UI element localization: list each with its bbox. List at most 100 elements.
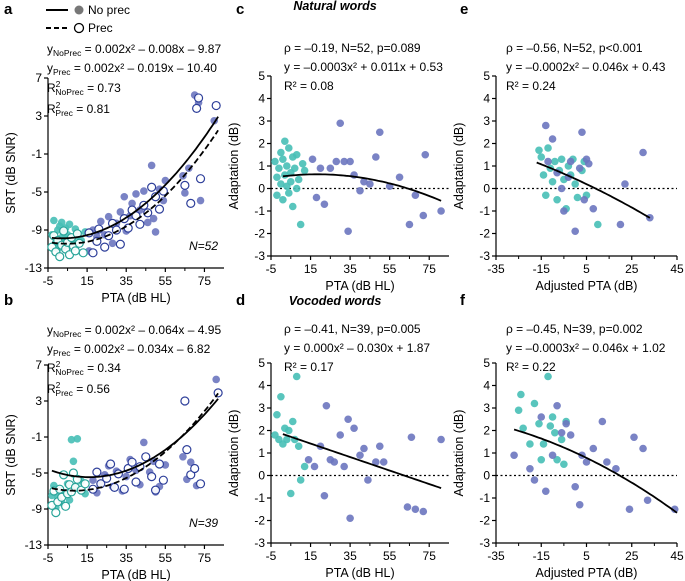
x-tick-label: 25: [625, 262, 639, 276]
data-point: [553, 195, 561, 204]
data-point: [132, 190, 140, 198]
data-point: [149, 214, 158, 223]
data-point-open: [158, 475, 168, 485]
data-point: [571, 227, 579, 236]
data-point: [366, 180, 374, 188]
data-point: [670, 505, 679, 514]
data-point-open: [131, 477, 141, 487]
data-point-open: [119, 484, 129, 494]
data-point: [140, 187, 148, 195]
data-point-open: [135, 219, 145, 229]
data-point-open: [190, 463, 200, 474]
panel-d-r2: R² = 0.17: [284, 360, 334, 374]
y-tick-label: 3: [258, 401, 265, 415]
y-tick-label: -2: [254, 514, 265, 528]
legend-prec-marker: [73, 22, 85, 34]
data-point: [286, 489, 295, 498]
data-point: [598, 417, 607, 426]
y-tick-label: 5: [258, 356, 265, 370]
data-point-open: [147, 472, 157, 482]
x-tick-label: 55: [383, 549, 397, 563]
x-tick-label: 45: [670, 549, 684, 563]
data-point: [344, 415, 352, 424]
data-point: [108, 239, 117, 248]
data-point: [537, 153, 546, 161]
data-point: [151, 228, 160, 236]
fit-curve: [51, 116, 219, 240]
data-point: [292, 150, 301, 159]
x-axis-label: PTA (dB HL): [101, 568, 170, 581]
data-point: [375, 128, 384, 137]
data-point-open: [211, 100, 221, 111]
data-point: [379, 458, 388, 466]
x-tick-label: 55: [159, 551, 173, 565]
data-point: [271, 157, 279, 166]
data-point: [288, 417, 297, 426]
data-point: [336, 431, 345, 439]
data-point: [643, 496, 652, 505]
y-tick-label: -1: [254, 204, 265, 218]
x-tick-label: 5: [583, 549, 590, 563]
y-tick-label: -2: [479, 227, 490, 241]
panel-b-eq-noprec: yNoPrec = 0.002x² – 0.064x – 4.95: [47, 323, 221, 339]
data-point-open: [192, 103, 202, 114]
panel-f-stats: ρ = –0.45, N=39, p=0.002: [506, 322, 643, 336]
data-point-open: [88, 248, 98, 258]
data-point-open: [154, 459, 165, 469]
data-point: [575, 164, 584, 173]
data-point: [407, 433, 416, 442]
data-point: [541, 487, 550, 496]
data-point: [340, 157, 348, 166]
x-axis-label: Adjusted PTA (dB): [536, 279, 638, 293]
x-tick-label: -35: [487, 262, 505, 276]
title-vocoded-words: Vocoded words: [289, 294, 382, 308]
y-axis-label: Adaptation (dB): [452, 410, 466, 497]
data-point-open: [100, 242, 110, 252]
x-tick-label: 75: [423, 262, 437, 276]
data-point-open: [147, 182, 157, 192]
data-point: [283, 435, 291, 444]
data-point: [603, 458, 611, 466]
data-point-open: [55, 252, 65, 262]
data-point: [575, 500, 584, 509]
y-tick-label: 2: [258, 137, 265, 151]
x-tick-label: 75: [198, 274, 212, 288]
panel-label-c: c: [236, 1, 244, 18]
y-tick-label: 7: [35, 71, 42, 85]
data-point: [275, 164, 283, 173]
x-tick-label: 5: [583, 262, 590, 276]
data-point: [279, 195, 287, 204]
data-point: [580, 195, 589, 204]
panel-e-annotations: ρ = –0.56, N=52, p<0.001 y = –0.0002x² –…: [506, 41, 666, 93]
data-point: [517, 390, 525, 399]
data-point: [625, 505, 634, 514]
y-axis-label: SRT (dB SNR): [4, 414, 18, 496]
data-point: [437, 207, 445, 215]
y-tick-label: 0: [258, 182, 265, 196]
data-point: [69, 457, 78, 466]
panel-b-n: N=39: [189, 516, 218, 530]
data-point: [322, 401, 331, 410]
data-point-open: [59, 226, 69, 236]
panel-d-equation: y = 0.000x² – 0.030x + 1.87: [284, 341, 430, 355]
data-point-open: [143, 208, 153, 218]
data-point: [67, 435, 76, 444]
data-point: [514, 406, 523, 415]
data-point-open: [127, 457, 137, 467]
data-point: [344, 227, 352, 236]
data-point: [364, 476, 372, 484]
data-point-open: [180, 396, 190, 406]
data-point-open: [195, 174, 206, 184]
x-tick-label: -35: [487, 549, 505, 563]
data-point: [292, 372, 301, 381]
y-tick-label: -3: [479, 249, 490, 263]
data-point: [571, 482, 579, 491]
data-point: [320, 200, 329, 209]
panel-b-annotations: yNoPrec = 0.002x² – 0.064x – 4.95 yPrec …: [47, 323, 221, 530]
data-point-open: [60, 501, 71, 511]
y-tick-label: 5: [483, 69, 490, 83]
y-tick-label: 4: [258, 379, 265, 393]
data-point: [557, 184, 566, 193]
data-point: [537, 413, 546, 421]
fit-curve: [282, 173, 442, 202]
